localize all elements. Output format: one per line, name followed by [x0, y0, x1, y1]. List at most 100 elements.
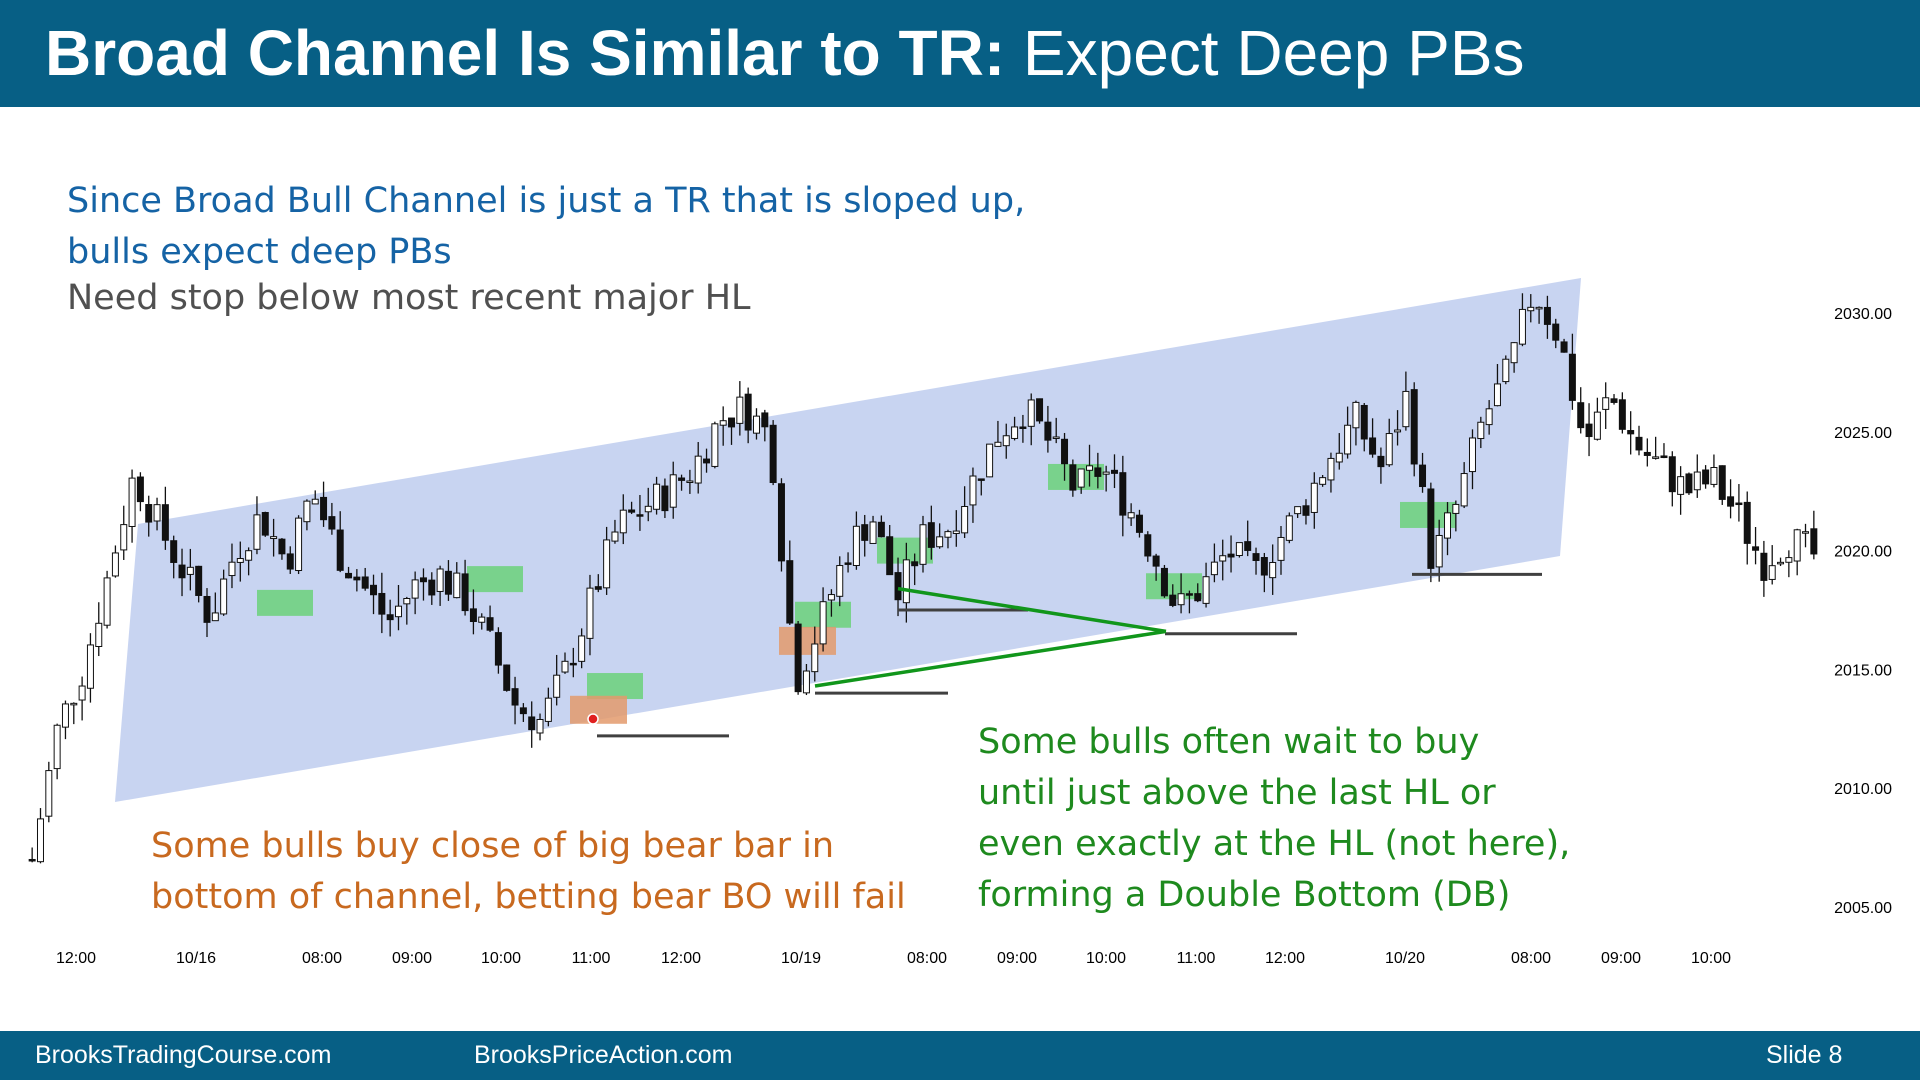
candle — [1660, 443, 1668, 459]
candle — [1127, 503, 1135, 526]
candle-bull-body — [1310, 482, 1318, 513]
candle — [777, 478, 785, 572]
candle-bear-body — [1061, 438, 1069, 465]
candle-bear-body — [628, 509, 636, 513]
candle-bull-body — [719, 420, 727, 426]
candle-bull-body — [311, 498, 319, 505]
footer-link-brookstradingcourse[interactable]: BrooksTradingCourse.com — [35, 1041, 332, 1069]
candle-bull-body — [1011, 426, 1019, 439]
candle-bull-body — [1802, 531, 1810, 534]
x-tick-label: 08:00 — [1511, 950, 1551, 967]
candle — [444, 560, 452, 601]
candle-bull-body — [120, 524, 128, 551]
candle-bear-body — [886, 536, 894, 576]
candle-bear-body — [428, 579, 436, 596]
candle-bear-body — [1369, 437, 1377, 455]
candle — [1635, 425, 1643, 456]
candle — [1119, 455, 1127, 537]
candle-bull-body — [1602, 397, 1610, 410]
candle-bear-body — [386, 614, 394, 621]
candle — [1019, 414, 1027, 443]
candle-bull-body — [1052, 436, 1060, 439]
candle — [1460, 462, 1468, 509]
candle — [1485, 400, 1493, 435]
candle — [1036, 398, 1044, 424]
candle — [661, 478, 669, 519]
x-tick-label: 10:00 — [481, 950, 521, 967]
candle-bull-body — [1444, 512, 1452, 539]
candle-bear-body — [594, 586, 602, 590]
candle — [1735, 484, 1743, 522]
candle — [1052, 417, 1060, 444]
candle-bull-body — [111, 552, 119, 577]
note-blue: Since Broad Bull Channel is just a TR th… — [67, 176, 1025, 278]
candle-bull-body — [811, 643, 819, 673]
candle-bull-body — [561, 660, 569, 673]
candle-bear-body — [678, 477, 686, 481]
candle-bear-body — [511, 688, 519, 706]
buy-zone-green — [467, 566, 523, 593]
candle — [361, 567, 369, 591]
candle-bull-body — [411, 579, 419, 599]
candle — [761, 409, 769, 442]
candle — [486, 605, 494, 633]
candle — [1285, 512, 1293, 544]
candle-bear-body — [336, 529, 344, 571]
candle — [578, 628, 586, 669]
candle — [1086, 444, 1094, 487]
candle — [178, 548, 186, 597]
candle-bear-body — [345, 572, 353, 579]
candle-bull-body — [1327, 457, 1335, 481]
candle — [436, 565, 444, 606]
candle-bear-body — [569, 662, 577, 666]
candle — [861, 514, 869, 557]
candle-bear-body — [1635, 436, 1643, 451]
candle — [1785, 550, 1793, 578]
candle-bull-body — [711, 423, 719, 467]
candle-bear-body — [1152, 555, 1160, 567]
candle-bull-body — [1277, 536, 1285, 561]
candle — [1727, 479, 1735, 519]
x-tick-label: 12:00 — [56, 950, 96, 967]
candle — [1610, 394, 1618, 405]
candle — [1677, 466, 1685, 515]
candle-bull-body — [1518, 308, 1526, 345]
candle — [1768, 545, 1776, 585]
y-tick-label: 2020.00 — [1834, 544, 1892, 561]
candle — [1743, 491, 1751, 565]
candle — [1144, 531, 1152, 562]
candle — [1577, 387, 1585, 434]
candle — [1310, 472, 1318, 529]
candle-bear-body — [1252, 553, 1260, 561]
buy-zone-green — [257, 589, 313, 616]
candle — [1185, 590, 1193, 614]
candle-bull-body — [686, 480, 694, 483]
candle — [703, 448, 711, 473]
candle — [453, 562, 461, 599]
candle — [1069, 459, 1077, 497]
candle — [1560, 338, 1568, 353]
candle — [1493, 364, 1501, 407]
candle-bull-body — [1127, 512, 1135, 519]
candle-bear-body — [370, 584, 378, 596]
candle-bull-body — [1468, 437, 1476, 473]
candle-bull-body — [1102, 471, 1110, 475]
candle-bear-body — [1702, 469, 1710, 485]
note-green-line-2: until just above the last HL or — [978, 773, 1496, 813]
candle-bear-body — [261, 512, 269, 536]
footer-link-brookspriceaction[interactable]: BrooksPriceAction.com — [474, 1041, 733, 1069]
candle — [86, 633, 94, 703]
candle-bear-body — [1727, 496, 1735, 507]
candle — [1110, 454, 1118, 489]
candle — [869, 515, 877, 544]
candle-bear-body — [744, 393, 752, 431]
candle — [744, 387, 752, 444]
candle-bear-body — [1568, 353, 1576, 401]
candle-bear-body — [1044, 421, 1052, 441]
candle-bull-body — [952, 530, 960, 534]
candle-bear-body — [728, 417, 736, 428]
candle — [553, 654, 561, 706]
candle — [694, 442, 702, 494]
candle-bear-body — [1627, 430, 1635, 435]
candle — [461, 559, 469, 616]
